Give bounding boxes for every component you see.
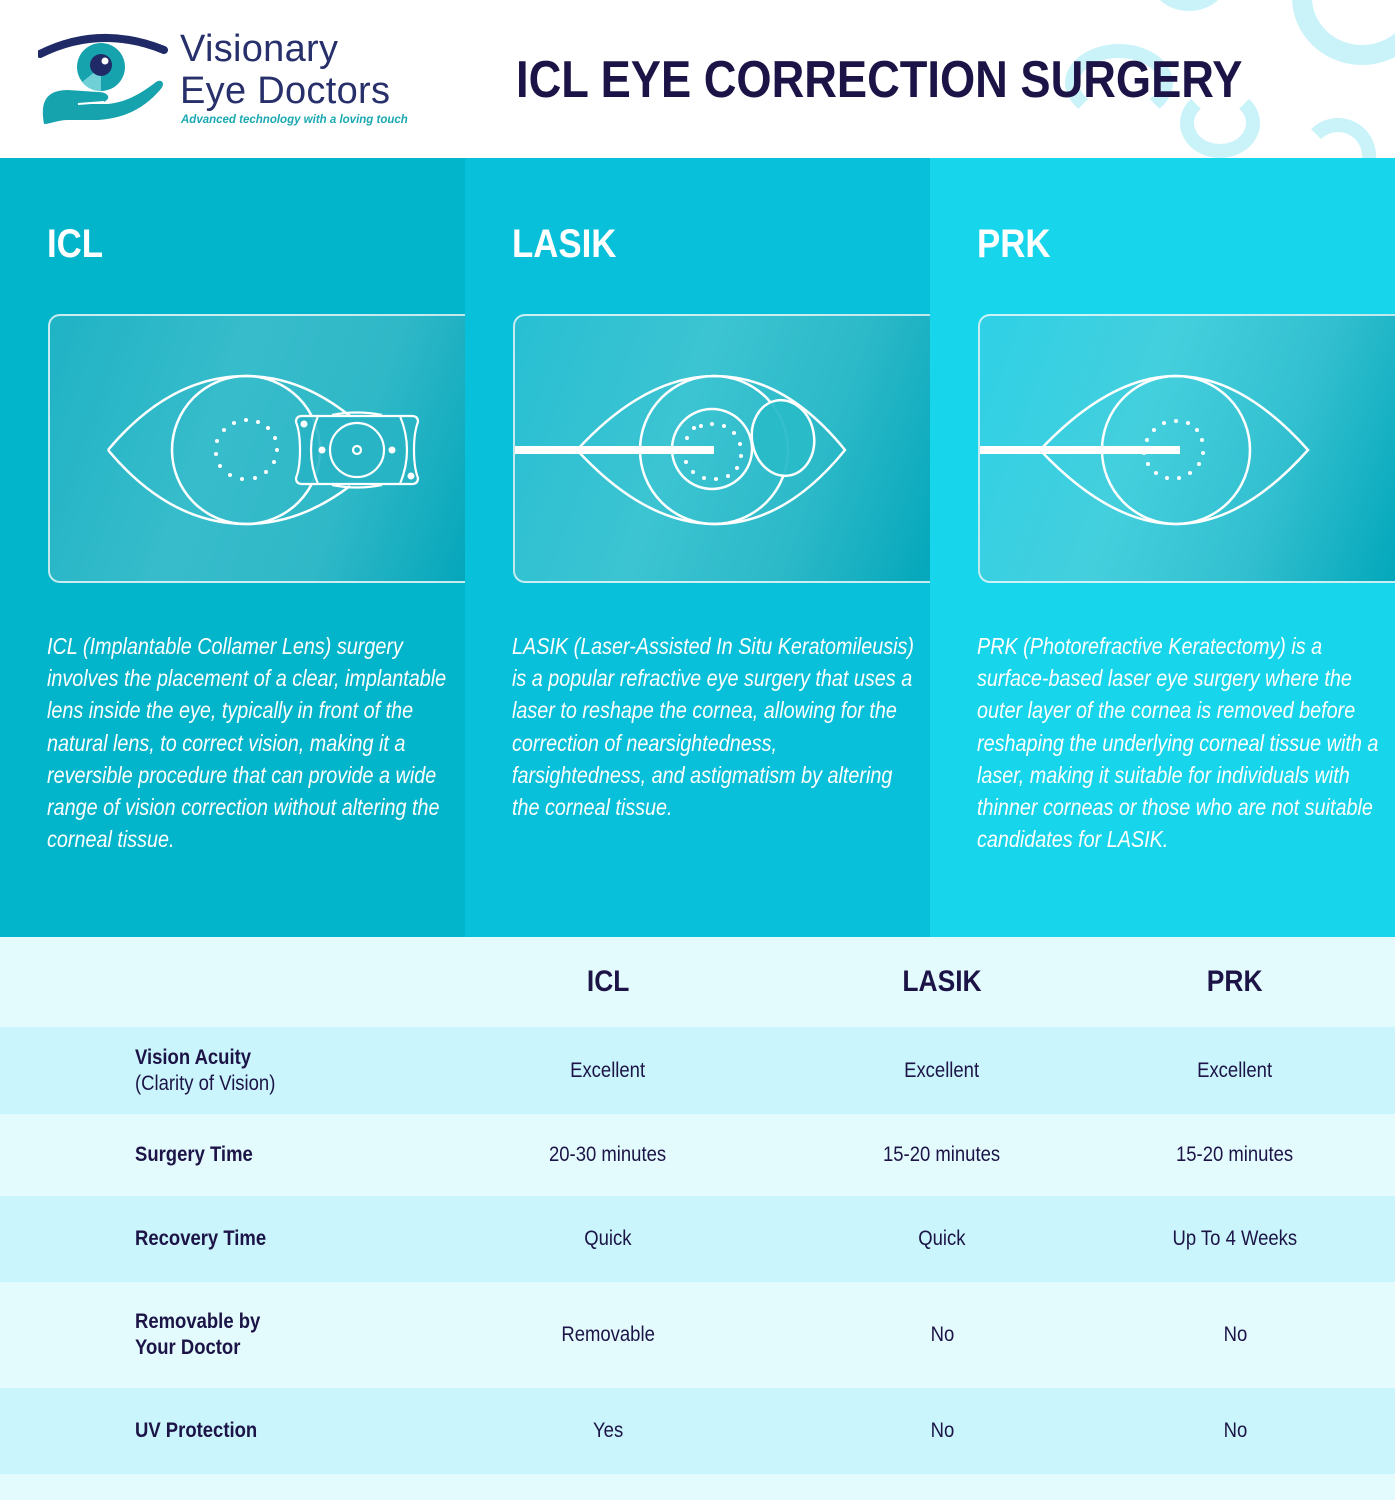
row-label: Recovery Time bbox=[135, 1196, 435, 1282]
eye-in-hand-icon bbox=[38, 34, 168, 124]
table-row: Removable by Your Doctor Removable No No bbox=[0, 1282, 1395, 1388]
table-cell: 20-30 minutes bbox=[549, 1143, 667, 1166]
table-row: Surgery Time 20-30 minutes 15-20 minutes… bbox=[0, 1114, 1395, 1196]
table-cell: Excellent bbox=[570, 1058, 646, 1082]
table-cell: No bbox=[930, 1323, 954, 1346]
row-label-text-line-2: Your Doctor bbox=[135, 1336, 241, 1359]
column-header-prk: PRK bbox=[1207, 965, 1263, 998]
row-label-text: UV Protection bbox=[135, 1419, 258, 1442]
row-label: UV Protection bbox=[135, 1388, 435, 1474]
row-label-text: Surgery Time bbox=[135, 1143, 253, 1166]
procedure-column-lasik: LASIK LASIK (Laser-Assisted In Situ Ker bbox=[465, 158, 930, 937]
procedure-title: ICL bbox=[47, 222, 104, 266]
table-row: Recovery Time Quick Quick Up To 4 Weeks bbox=[0, 1196, 1395, 1282]
row-label: Vision Acuity (Clarity of Vision) bbox=[135, 1027, 435, 1114]
procedure-column-prk: PRK PRK (Photorefractive Keratectomy) is… bbox=[930, 158, 1395, 937]
eye-with-implantable-lens-icon bbox=[107, 374, 420, 526]
illustration-card bbox=[513, 314, 930, 583]
table-cell: Yes bbox=[592, 1419, 624, 1442]
page-title: ICL EYE CORRECTION SURGERY bbox=[516, 51, 1243, 109]
row-sublabel-text: (Clarity of Vision) bbox=[135, 1071, 276, 1095]
table-cell: Excellent bbox=[1197, 1058, 1273, 1082]
procedure-description: ICL (Implantable Collamer Lens) surgery … bbox=[47, 633, 447, 853]
procedure-columns: ICL bbox=[0, 158, 1395, 937]
table-cell: 15-20 minutes bbox=[883, 1143, 1001, 1166]
logo-line-2: Eye Doctors bbox=[180, 70, 391, 112]
procedure-description: LASIK (Laser-Assisted In Situ Keratomile… bbox=[512, 633, 914, 821]
procedure-description: PRK (Photorefractive Keratectomy) is a s… bbox=[977, 633, 1379, 853]
decorative-ring bbox=[1292, 0, 1395, 65]
eye-with-laser-icon bbox=[980, 374, 1310, 526]
eye-with-laser-flap-icon bbox=[515, 374, 847, 526]
table-cell: Quick bbox=[584, 1227, 632, 1250]
procedure-title: PRK bbox=[977, 222, 1051, 266]
table-header-row: ICL LASIK PRK bbox=[0, 937, 1395, 1027]
row-label-text: Removable by bbox=[135, 1310, 261, 1333]
row-label: Surgery Time bbox=[135, 1114, 435, 1196]
decorative-ring bbox=[1300, 118, 1376, 158]
comparison-table: ICL LASIK PRK Vision Acuity (Clarity of … bbox=[0, 937, 1395, 1500]
table-cell: No bbox=[1223, 1323, 1247, 1346]
table-cell: Up To 4 Weeks bbox=[1172, 1227, 1298, 1250]
logo[interactable]: Visionary Eye Doctors Advanced technolog… bbox=[38, 28, 418, 133]
row-label-text: Recovery Time bbox=[135, 1227, 267, 1250]
row-label: Removable by Your Doctor bbox=[135, 1282, 435, 1388]
table-cell: Removable bbox=[561, 1323, 655, 1346]
illustration-card bbox=[48, 314, 465, 583]
logo-line-1: Visionary bbox=[180, 28, 339, 70]
column-header-lasik: LASIK bbox=[902, 965, 982, 998]
table-cell: No bbox=[1223, 1419, 1247, 1442]
procedure-title: LASIK bbox=[512, 222, 617, 266]
logo-text: Visionary Eye Doctors Advanced technolog… bbox=[180, 28, 408, 126]
logo-tagline: Advanced technology with a loving touch bbox=[181, 114, 408, 126]
table-row: Vision Acuity (Clarity of Vision) Excell… bbox=[0, 1027, 1395, 1114]
table-cell: Quick bbox=[918, 1227, 966, 1250]
row-label-text: Vision Acuity bbox=[135, 1045, 252, 1069]
table-cell: No bbox=[930, 1419, 954, 1442]
table-row: UV Protection Yes No No bbox=[0, 1388, 1395, 1474]
decorative-ring bbox=[1150, 0, 1228, 11]
column-header-icl: ICL bbox=[586, 965, 630, 998]
table-cell: 15-20 minutes bbox=[1176, 1143, 1294, 1166]
table-cell: Excellent bbox=[904, 1058, 980, 1082]
header: Visionary Eye Doctors Advanced technolog… bbox=[0, 0, 1395, 158]
procedure-column-icl: ICL bbox=[0, 158, 465, 937]
illustration-card bbox=[978, 314, 1395, 583]
